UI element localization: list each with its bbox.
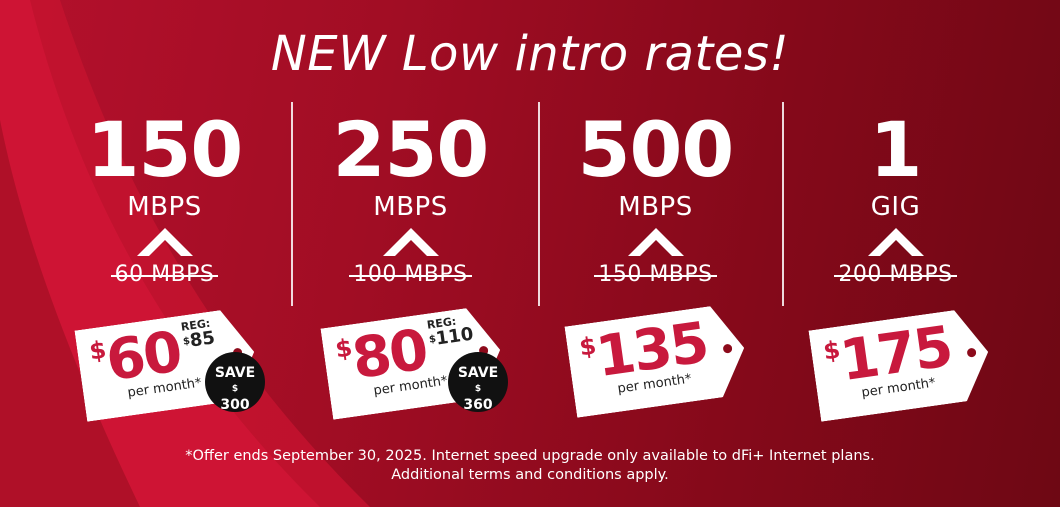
chevron-up-icon (867, 228, 924, 256)
plan-unit: MBPS (373, 192, 448, 222)
headline: NEW Low intro rates! (270, 26, 790, 82)
plan-unit: GIG (870, 192, 921, 222)
plan-150: 150 MBPS 60 MBPS (42, 112, 287, 288)
plan-unit: MBPS (618, 192, 693, 222)
tag-hole (723, 344, 733, 354)
plan-250: 250 MBPS 100 MBPS (288, 112, 533, 288)
divider (538, 102, 540, 306)
chevron-up-icon (136, 228, 193, 256)
previous-speed: 150 MBPS (594, 262, 717, 287)
footnote-line: Additional terms and conditions apply. (391, 467, 669, 483)
regular-price: REG: $110 (426, 314, 475, 350)
previous-speed: 60 MBPS (110, 262, 219, 287)
plan-unit: MBPS (127, 192, 202, 222)
divider (291, 102, 293, 306)
plan-speed: 500 (577, 105, 735, 194)
previous-speed: 200 MBPS (834, 262, 957, 287)
chevron-up-icon (382, 228, 439, 256)
savings-badge: SAVE $360 (448, 352, 508, 413)
footnote: *Offer ends September 30, 2025. Internet… (0, 447, 1060, 485)
savings-badge: SAVE $300 (205, 352, 265, 413)
tag-hole (967, 348, 977, 358)
chevron-up-icon (627, 228, 684, 256)
plan-500: 500 MBPS 150 MBPS (533, 112, 778, 288)
previous-speed: 100 MBPS (349, 262, 472, 287)
footnote-line: *Offer ends September 30, 2025. Internet… (185, 448, 875, 464)
plan-speed: 250 (332, 105, 490, 194)
plan-speed: 1 (869, 105, 923, 194)
regular-price: REG: $85 (180, 316, 217, 352)
divider (782, 102, 784, 306)
plan-1-gig: 1 GIG 200 MBPS (773, 112, 1018, 288)
plan-speed: 150 (86, 105, 244, 194)
